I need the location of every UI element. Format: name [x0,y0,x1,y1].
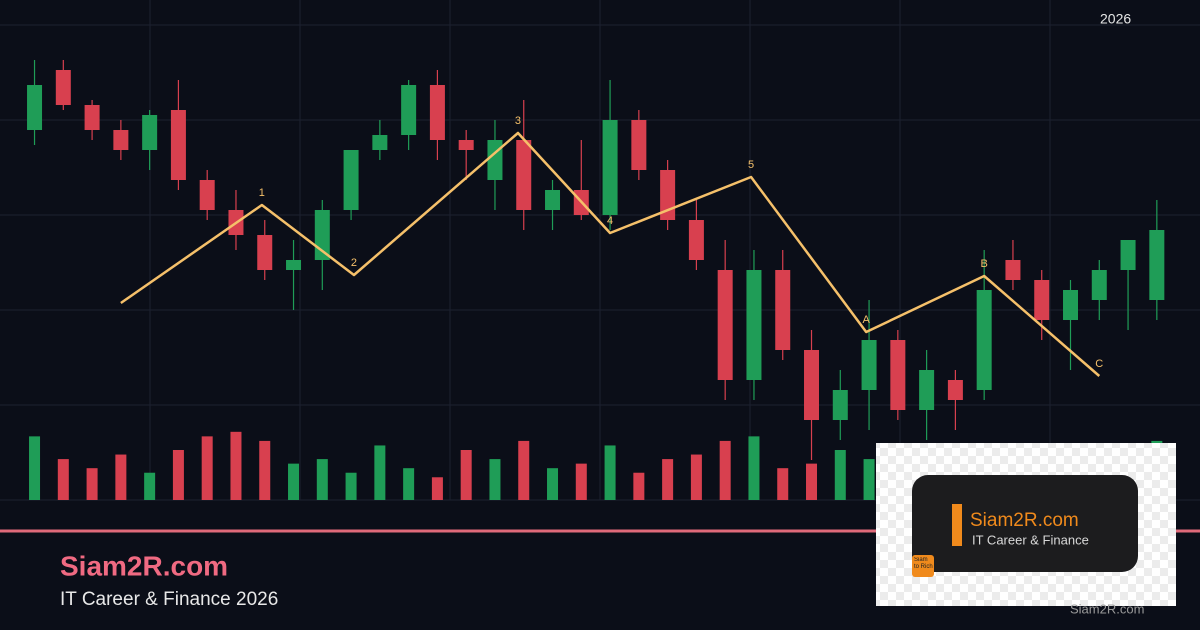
volume-bar [719,440,731,500]
candle-body [545,190,561,210]
logo-site: Siam2R.com [970,510,1079,531]
volume-bar [690,454,702,500]
candle-body [142,115,158,150]
candle-body [286,260,302,270]
candle-body [343,150,359,210]
volume-bar [57,459,69,500]
volume-bar [748,436,760,500]
volume-bar [115,454,127,500]
volume-bar [403,468,415,500]
volume-bar [201,436,213,500]
volume-bar [431,477,443,500]
volume-bar [460,450,472,500]
candle-body [199,180,215,210]
logo-card [912,475,1138,572]
candle-body [976,290,992,390]
footer-tagline: IT Career & Finance 2026 [60,589,278,610]
candle-body [55,70,71,105]
logo-badge-box: Siam to Rich [914,557,933,570]
logo-watermark: Siam2R.com [1070,601,1144,616]
volume-bar [662,459,674,500]
volume-bar [633,472,645,500]
volume-bar [374,445,386,500]
volume-bar [777,468,789,500]
logo-tagline: IT Career & Finance [972,532,1089,547]
candle-body [257,235,273,270]
candle-body [1063,290,1079,320]
candle-body [372,135,388,150]
logo-badge [912,555,934,577]
logo-inset: Siam2R.com IT Career & Finance Siam to R… [876,443,1176,616]
footer-site: Siam2R.com [60,550,228,581]
logo-bar [952,504,962,546]
candle-body [775,270,791,350]
candle-body [458,140,474,150]
candle-body [1005,260,1021,280]
candle-body [602,120,618,215]
candle-body [487,140,503,180]
candle-body [1091,270,1107,300]
wave-line [120,131,1101,377]
volume-bar [144,472,156,500]
wave-label: 3 [515,115,521,127]
volume-bar [86,468,98,500]
volume-bar [806,463,818,500]
candle-body [1034,280,1050,320]
candle-body [861,340,877,390]
volume-bar [863,459,875,500]
volume-bar [288,463,300,500]
candle-body [688,220,704,260]
logo-badge-text: Siam to Rich [914,557,933,570]
candle-body [84,105,100,130]
volume-bar [172,450,184,500]
wave-label: 4 [607,215,613,227]
candle-body [27,85,43,130]
candle-body [113,130,129,150]
candle-body [170,110,186,180]
volume-bar [230,431,242,500]
candle-body [746,270,762,380]
volume-bar [489,459,501,500]
wave-label: C [1095,358,1103,370]
volume-bar [518,440,530,500]
candle-body [890,340,906,410]
candle-body [919,370,935,410]
candle-body [804,350,820,420]
year-label: 2026 [1100,11,1131,27]
candle-body [717,270,733,380]
volume-bar [547,468,559,500]
candle-body [832,390,848,420]
volume-bar [604,445,616,500]
candle-body [401,85,417,135]
wave-label: A [863,314,871,326]
volume-bar [259,440,271,500]
wave-label: B [981,258,988,270]
wave-label: 5 [748,159,754,171]
candle-body [1149,230,1165,300]
volume-bar [575,463,587,500]
wave-label: 2 [351,257,357,269]
volume-bar [345,472,357,500]
candle-body [1120,240,1136,270]
volume-bar [316,459,328,500]
wave-label: 1 [259,187,265,199]
volume-bar [834,450,846,500]
candle-body [516,140,532,210]
candle-body [947,380,963,400]
volume-bar [29,436,41,500]
candle-body [631,120,647,170]
candle-body [429,85,445,140]
